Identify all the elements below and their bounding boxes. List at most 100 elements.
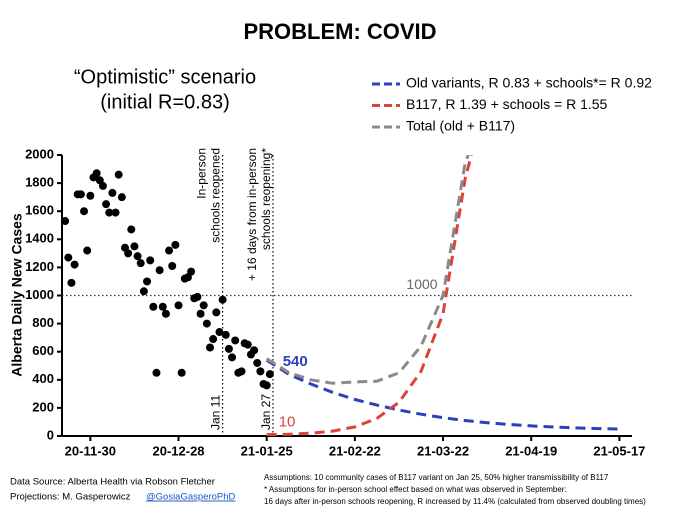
case-point bbox=[136, 259, 145, 268]
case-point bbox=[215, 328, 224, 337]
case-point bbox=[98, 181, 107, 190]
legend-label: Old variants, R 0.83 + schools*= R 0.92 bbox=[406, 75, 652, 91]
assumption: * Assumptions for in-person school effec… bbox=[264, 485, 567, 494]
projections-note: Projections: M. Gasperowicz bbox=[10, 492, 131, 503]
case-point bbox=[243, 340, 252, 349]
start-value-label: 540 bbox=[283, 353, 308, 370]
event-note: schools reopening* bbox=[259, 148, 273, 250]
case-point bbox=[161, 309, 170, 318]
case-point bbox=[155, 266, 164, 275]
case-point bbox=[152, 368, 161, 377]
x-tick-label: 21-04-19 bbox=[505, 443, 557, 458]
y-tick-label: 2000 bbox=[25, 146, 54, 161]
case-point bbox=[231, 336, 240, 345]
case-point bbox=[114, 170, 123, 179]
case-point bbox=[262, 381, 271, 390]
reference-label: 1000 bbox=[406, 276, 437, 292]
author-handle[interactable]: @GosiaGasperoPhD bbox=[146, 492, 236, 503]
case-point bbox=[202, 319, 211, 328]
y-axis-label: Alberta Daily New Cases bbox=[9, 213, 25, 377]
event-note: + 16 days from in-person bbox=[245, 148, 259, 281]
case-point bbox=[265, 370, 274, 379]
case-point bbox=[124, 249, 133, 258]
case-point bbox=[102, 200, 111, 209]
case-point bbox=[146, 256, 155, 265]
case-point bbox=[105, 208, 114, 217]
x-tick-label: 21-02-22 bbox=[329, 443, 381, 458]
case-point bbox=[174, 301, 183, 310]
case-point bbox=[117, 193, 126, 202]
case-point bbox=[221, 330, 230, 339]
event-label: Jan 27 bbox=[259, 394, 273, 430]
case-point bbox=[253, 358, 262, 367]
case-point bbox=[228, 353, 237, 362]
case-point bbox=[83, 246, 92, 255]
case-point bbox=[224, 344, 233, 353]
case-point bbox=[70, 260, 79, 269]
y-tick-label: 1200 bbox=[25, 259, 54, 274]
case-point bbox=[171, 240, 180, 249]
case-point bbox=[206, 343, 215, 352]
start-value-label: 10 bbox=[279, 414, 296, 431]
event-label: Jan 11 bbox=[209, 395, 223, 430]
case-point bbox=[139, 287, 148, 296]
case-point bbox=[64, 253, 73, 262]
case-point bbox=[168, 261, 177, 270]
case-point bbox=[209, 335, 218, 344]
y-tick-label: 800 bbox=[32, 315, 54, 330]
case-point bbox=[165, 246, 174, 255]
case-point bbox=[256, 367, 265, 376]
y-tick-label: 1600 bbox=[25, 203, 54, 218]
y-tick-label: 200 bbox=[32, 399, 54, 414]
case-point bbox=[127, 225, 136, 234]
plot-area bbox=[62, 155, 620, 436]
legend-label: Total (old + B117) bbox=[406, 118, 515, 134]
case-point bbox=[212, 308, 221, 317]
x-tick-label: 21-01-25 bbox=[241, 443, 293, 458]
y-tick-label: 0 bbox=[47, 427, 54, 442]
y-tick-label: 1800 bbox=[25, 175, 54, 190]
case-point bbox=[133, 252, 142, 261]
subtitle: “Optimistic” scenario bbox=[74, 66, 256, 88]
x-tick-label: 21-03-22 bbox=[417, 443, 469, 458]
case-point bbox=[193, 292, 202, 301]
legend-label: B117, R 1.39 + schools = R 1.55 bbox=[406, 96, 608, 112]
case-point bbox=[187, 267, 196, 276]
assumption: Assumptions: 10 community cases of B117 … bbox=[264, 473, 609, 482]
case-point bbox=[62, 217, 70, 226]
source-note: Data Source: Alberta Health via Robson F… bbox=[10, 477, 215, 488]
case-point bbox=[108, 188, 117, 197]
case-point bbox=[76, 190, 85, 199]
x-tick-label: 20-11-30 bbox=[65, 443, 116, 458]
case-point bbox=[80, 207, 89, 216]
case-point bbox=[177, 368, 186, 377]
y-tick-label: 1000 bbox=[25, 287, 54, 302]
case-point bbox=[67, 278, 76, 287]
projection-line bbox=[265, 155, 470, 385]
projection-line bbox=[265, 358, 620, 431]
assumption: 16 days after in-person schools reopenin… bbox=[264, 497, 646, 506]
case-point bbox=[86, 191, 95, 200]
chart-title: PROBLEM: COVID bbox=[243, 19, 436, 44]
y-tick-label: 400 bbox=[32, 371, 54, 386]
case-point bbox=[149, 302, 158, 311]
y-tick-label: 600 bbox=[32, 343, 54, 358]
x-tick-label: 21-05-17 bbox=[593, 443, 645, 458]
case-point bbox=[196, 309, 205, 318]
event-note: schools reopened bbox=[209, 148, 223, 243]
subtitle: (initial R=0.83) bbox=[100, 91, 230, 113]
case-point bbox=[199, 301, 208, 310]
case-point bbox=[111, 208, 120, 217]
event-note: In-person bbox=[195, 148, 209, 199]
case-point bbox=[218, 295, 227, 304]
case-point bbox=[158, 302, 167, 311]
case-point bbox=[143, 277, 152, 286]
case-point bbox=[250, 346, 259, 355]
projection-line bbox=[266, 155, 473, 436]
case-point bbox=[130, 242, 139, 251]
x-tick-label: 20-12-28 bbox=[152, 443, 204, 458]
case-point bbox=[92, 169, 101, 178]
y-tick-label: 1400 bbox=[25, 231, 54, 246]
case-point bbox=[237, 367, 246, 376]
